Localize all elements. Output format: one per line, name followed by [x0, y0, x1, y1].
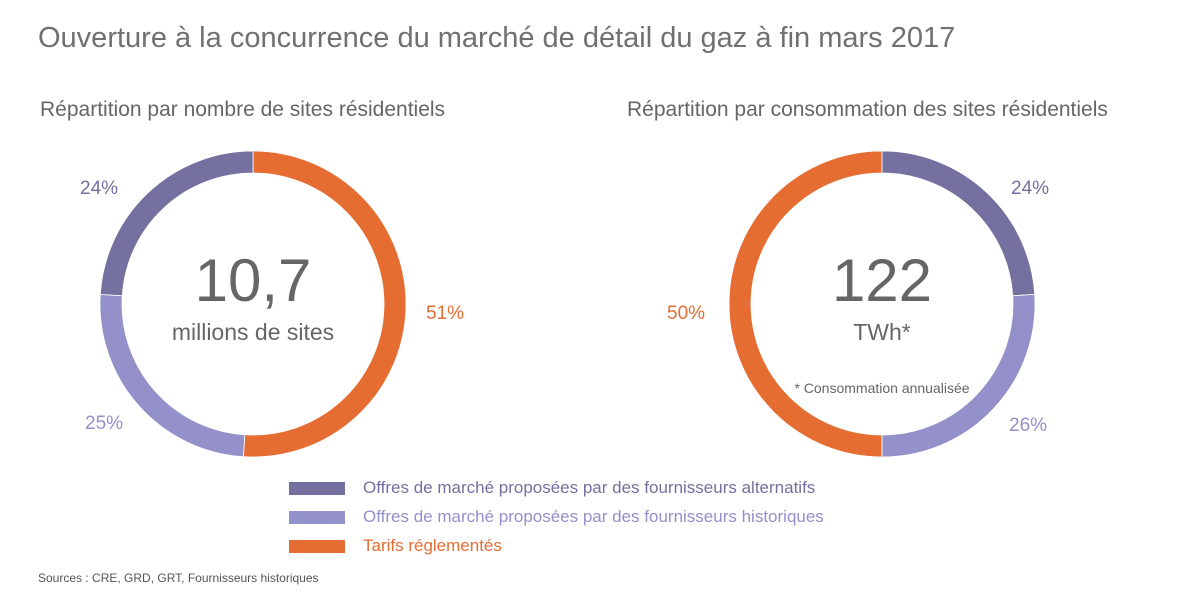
- right-label-tarifs: 50%: [667, 303, 706, 324]
- right-label-alternatifs: 24%: [1011, 178, 1050, 199]
- page-title: Ouverture à la concurrence du marché de …: [38, 22, 956, 54]
- left-label-tarifs: 51%: [426, 303, 465, 324]
- legend-label-alternatifs: Offres de marché proposées par des fourn…: [363, 478, 816, 497]
- left-label-alternatifs: 24%: [80, 178, 119, 199]
- legend-label-historiques: Offres de marché proposées par des fourn…: [363, 507, 824, 526]
- left-label-historiques: 25%: [85, 413, 124, 434]
- donut-0-slice-2: [99, 150, 254, 297]
- left-chart-title: Répartition par nombre de sites résident…: [40, 98, 446, 121]
- left-center-value: 10,7: [194, 247, 312, 314]
- legend-swatch-alternatifs: [289, 482, 345, 495]
- donut-1-slice-2: [728, 150, 883, 458]
- legend-swatch-historiques: [289, 511, 345, 524]
- right-center-unit: TWh*: [853, 319, 911, 345]
- left-center-unit: millions de sites: [171, 319, 335, 345]
- right-note: * Consommation annualisée: [794, 380, 970, 396]
- legend-label-tarifs: Tarifs réglementés: [363, 536, 502, 555]
- right-center-value: 122: [831, 247, 933, 314]
- legend-swatch-tarifs: [289, 540, 345, 553]
- right-chart-title: Répartition par consommation des sites r…: [627, 98, 1108, 121]
- right-label-historiques: 26%: [1009, 415, 1048, 436]
- source-note: Sources : CRE, GRD, GRT, Fournisseurs hi…: [38, 571, 319, 585]
